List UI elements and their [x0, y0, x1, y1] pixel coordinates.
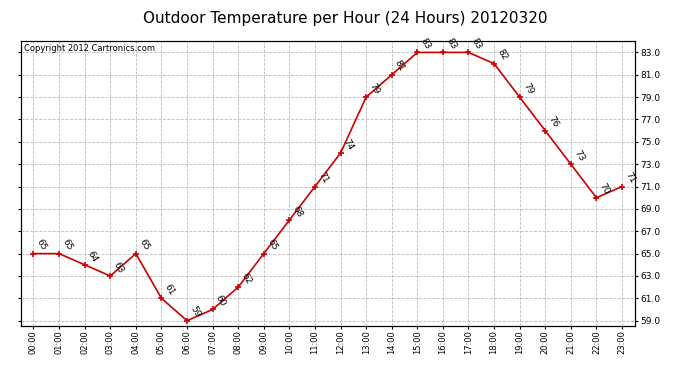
Text: 62: 62: [239, 272, 253, 286]
Text: 61: 61: [163, 282, 177, 297]
Text: Copyright 2012 Cartronics.com: Copyright 2012 Cartronics.com: [23, 44, 155, 53]
Text: 60: 60: [214, 294, 228, 308]
Text: 83: 83: [470, 37, 484, 51]
Text: 79: 79: [368, 81, 381, 96]
Text: 81: 81: [393, 59, 406, 74]
Text: 83: 83: [419, 37, 432, 51]
Text: 71: 71: [623, 171, 637, 185]
Text: 73: 73: [572, 148, 586, 163]
Text: 65: 65: [137, 238, 151, 252]
Text: Outdoor Temperature per Hour (24 Hours) 20120320: Outdoor Temperature per Hour (24 Hours) …: [143, 11, 547, 26]
Text: 82: 82: [495, 48, 509, 62]
Text: 79: 79: [521, 81, 535, 96]
Text: 65: 65: [35, 238, 48, 252]
Text: 74: 74: [342, 137, 355, 152]
Text: 59: 59: [188, 305, 202, 319]
Text: 65: 65: [61, 238, 74, 252]
Text: 71: 71: [316, 171, 330, 185]
Text: 83: 83: [444, 37, 458, 51]
Text: 70: 70: [598, 182, 611, 196]
Text: 64: 64: [86, 249, 99, 263]
Text: 76: 76: [546, 115, 560, 129]
Text: 68: 68: [290, 204, 304, 219]
Text: 65: 65: [265, 238, 279, 252]
Text: 63: 63: [112, 260, 125, 274]
